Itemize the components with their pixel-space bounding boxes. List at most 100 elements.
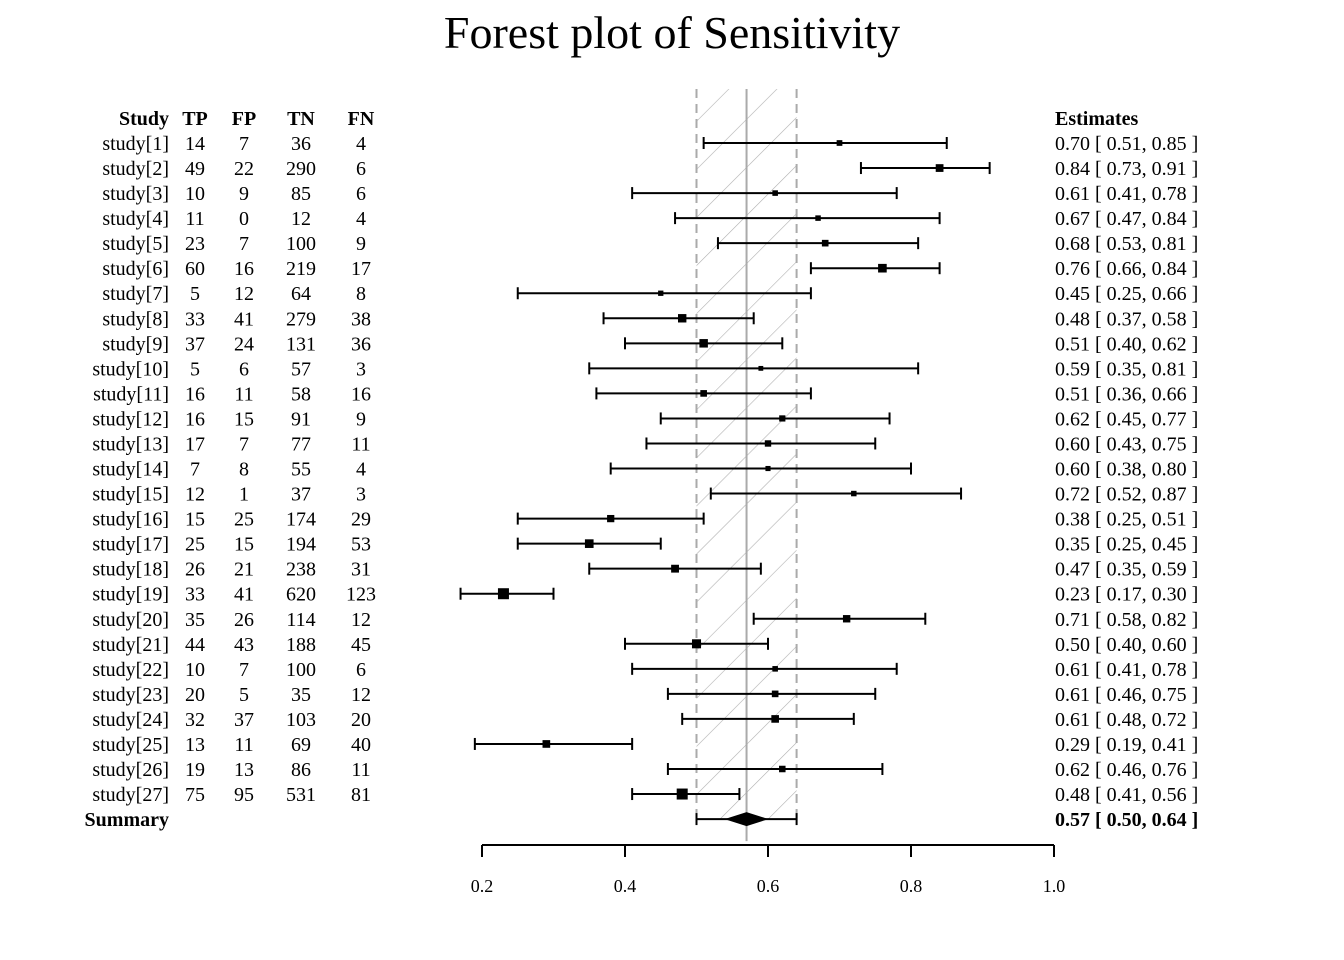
point-estimate (497, 588, 509, 600)
study-estimate-label: 0.29 [ 0.19, 0.41 ] (1055, 734, 1198, 756)
study-estimate-label: 0.70 [ 0.51, 0.85 ] (1055, 133, 1198, 155)
point-estimate (542, 740, 551, 748)
study-fp: 8 (239, 459, 249, 481)
study-tn: 35 (291, 684, 311, 706)
study-tn: 57 (291, 358, 311, 380)
study-fn: 29 (351, 509, 371, 531)
study-fp: 13 (234, 759, 254, 781)
study-fp: 21 (234, 559, 254, 581)
study-row: study[10] 5 6 57 3 0.59 [ 0.35, 0.81 ] (92, 358, 1198, 380)
x-tick-label: 0.4 (614, 876, 637, 896)
point-estimate (607, 514, 615, 523)
study-tn: 103 (286, 709, 316, 731)
study-row: study[1] 14 7 36 4 0.70 [ 0.51, 0.85 ] (102, 133, 1198, 155)
study-row: study[18] 26 21 238 31 0.47 [ 0.35, 0.59 ] (92, 559, 1198, 581)
x-tick-label: 0.8 (900, 876, 923, 896)
study-row: study[12] 16 15 91 9 0.62 [ 0.45, 0.77 ] (92, 408, 1198, 430)
study-tp: 32 (185, 709, 205, 731)
study-estimate-label: 0.61 [ 0.46, 0.75 ] (1055, 684, 1198, 706)
point-estimate (935, 164, 944, 172)
study-tp: 5 (190, 358, 200, 380)
study-fn: 4 (356, 459, 366, 481)
study-tn: 69 (291, 734, 311, 756)
study-fp: 11 (234, 383, 253, 405)
study-tp: 26 (185, 559, 205, 581)
study-row: study[26] 19 13 86 11 0.62 [ 0.46, 0.76 ] (92, 759, 1198, 781)
study-tp: 11 (185, 208, 204, 230)
study-tp: 17 (185, 433, 205, 455)
study-name: study[5] (102, 233, 169, 255)
study-estimate-label: 0.60 [ 0.38, 0.80 ] (1055, 459, 1198, 481)
study-fp: 95 (234, 784, 254, 806)
summary-row: Summary 0.57 [ 0.50, 0.64 ] (85, 809, 1199, 831)
study-row: study[11] 16 11 58 16 0.51 [ 0.36, 0.66 ] (93, 383, 1198, 405)
study-tp: 7 (190, 459, 200, 481)
study-fn: 36 (351, 333, 371, 355)
study-fp: 16 (234, 258, 254, 280)
study-estimate-label: 0.45 [ 0.25, 0.66 ] (1055, 283, 1198, 305)
study-name: study[9] (102, 333, 169, 355)
study-fn: 40 (351, 734, 371, 756)
study-fn: 3 (356, 358, 366, 380)
study-row: study[6] 60 16 219 17 0.76 [ 0.66, 0.84 ] (102, 258, 1198, 280)
study-name: study[18] (92, 559, 169, 581)
study-estimate-label: 0.51 [ 0.36, 0.66 ] (1055, 383, 1198, 405)
study-fn: 3 (356, 484, 366, 506)
study-estimate-label: 0.71 [ 0.58, 0.82 ] (1055, 609, 1198, 631)
study-tp: 16 (185, 383, 205, 405)
study-tp: 37 (185, 333, 205, 355)
study-tp: 12 (185, 484, 205, 506)
study-fn: 4 (356, 133, 366, 155)
study-estimate-label: 0.47 [ 0.35, 0.59 ] (1055, 559, 1198, 581)
study-fn: 11 (351, 759, 370, 781)
header-tp: TP (182, 108, 208, 130)
study-name: study[14] (92, 459, 169, 481)
study-fp: 7 (239, 659, 249, 681)
study-row: study[2] 49 22 290 6 0.84 [ 0.73, 0.91 ] (102, 158, 1198, 180)
study-tn: 12 (291, 208, 311, 230)
point-estimate (700, 390, 707, 397)
study-name: study[4] (102, 208, 169, 230)
study-tn: 174 (286, 509, 316, 531)
summary-label: Summary (85, 809, 169, 831)
study-tp: 16 (185, 408, 205, 430)
study-fp: 11 (234, 734, 253, 756)
point-estimate (815, 215, 821, 221)
study-tp: 14 (185, 133, 205, 155)
study-row: study[20] 35 26 114 12 0.71 [ 0.58, 0.82 ] (92, 609, 1198, 631)
study-fn: 9 (356, 408, 366, 430)
study-fp: 24 (234, 333, 254, 355)
study-estimate-label: 0.61 [ 0.48, 0.72 ] (1055, 709, 1198, 731)
study-tp: 75 (185, 784, 205, 806)
study-row: study[7] 5 12 64 8 0.45 [ 0.25, 0.66 ] (102, 283, 1198, 305)
study-name: study[24] (92, 709, 169, 731)
study-tn: 100 (286, 233, 316, 255)
study-name: study[13] (92, 433, 169, 455)
x-tick-label: 0.2 (471, 876, 494, 896)
summary-ci-band (695, 89, 798, 842)
point-estimate (584, 539, 594, 548)
study-fn: 11 (351, 433, 370, 455)
study-fn: 4 (356, 208, 366, 230)
study-fn: 20 (351, 709, 371, 731)
study-estimate-label: 0.59 [ 0.35, 0.81 ] (1055, 358, 1198, 380)
study-tp: 5 (190, 283, 200, 305)
study-fn: 6 (356, 659, 366, 681)
study-tn: 620 (286, 584, 316, 606)
study-fp: 7 (239, 433, 249, 455)
study-tp: 25 (185, 534, 205, 556)
study-name: study[16] (92, 509, 169, 531)
study-row: study[8] 33 41 279 38 0.48 [ 0.37, 0.58 ] (102, 308, 1198, 330)
study-fp: 41 (234, 584, 254, 606)
study-rows: study[1] 14 7 36 4 0.70 [ 0.51, 0.85 ]study[2… (92, 133, 1198, 806)
study-row: study[15] 12 1 37 3 0.72 [ 0.52, 0.87 ] (92, 484, 1198, 506)
point-estimate (671, 564, 679, 573)
study-row: study[21] 44 43 188 45 0.50 [ 0.40, 0.60 ] (92, 634, 1198, 656)
study-fn: 38 (351, 308, 371, 330)
point-estimate (765, 465, 771, 472)
study-name: study[3] (102, 183, 169, 205)
study-estimate-label: 0.76 [ 0.66, 0.84 ] (1055, 258, 1198, 280)
point-estimate (772, 190, 778, 196)
study-tp: 10 (185, 183, 205, 205)
study-fp: 7 (239, 233, 249, 255)
